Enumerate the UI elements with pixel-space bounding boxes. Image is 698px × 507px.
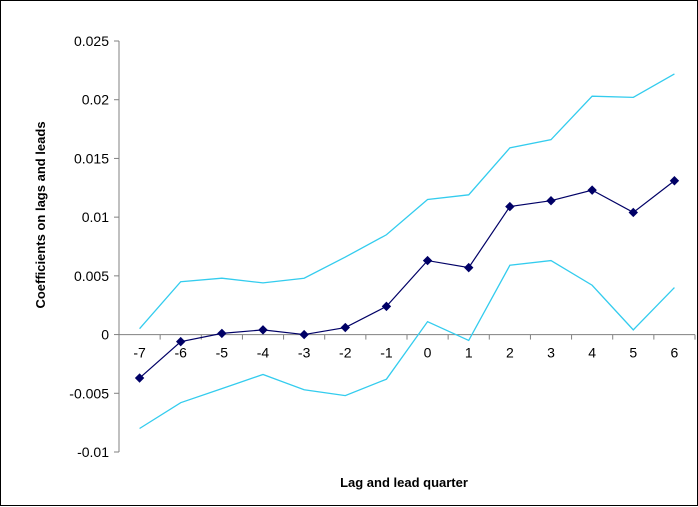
data-point [628, 207, 638, 218]
y-tick-label: 0.015 [74, 150, 109, 166]
x-tick-label: 1 [465, 345, 473, 361]
x-tick-label: -4 [257, 345, 270, 361]
x-axis-title: Lag and lead quarter [340, 475, 468, 490]
data-point [505, 201, 515, 212]
data-point [587, 185, 597, 195]
data-point [464, 262, 474, 273]
x-tick-label: -5 [216, 345, 229, 361]
x-tick-label: -1 [380, 345, 393, 361]
series-group [134, 73, 680, 430]
y-tick-label: 0.025 [74, 33, 109, 49]
data-point [134, 373, 145, 383]
y-tick-label: 0 [101, 327, 109, 343]
data-point [217, 328, 227, 339]
x-tick-label: -3 [298, 345, 311, 361]
y-tick-label: 0.01 [82, 209, 109, 225]
x-tick-label: 6 [671, 345, 679, 361]
series-line-2 [139, 259, 675, 430]
x-tick-label: -7 [133, 345, 146, 361]
y-axis-title: Coefficients on lags and leads [33, 121, 48, 308]
y-tick-label: 0.02 [82, 92, 109, 108]
data-point [258, 325, 268, 335]
y-axis: 0.025 0.02 0.015 0.01 0.005 0 -0.005 -0.01 [69, 33, 120, 460]
data-point [669, 176, 680, 186]
y-tick-label: -0.005 [69, 385, 109, 401]
x-tick-label: 3 [547, 345, 555, 361]
data-point [176, 336, 186, 347]
series-line-1 [139, 73, 675, 330]
series-line-0 [139, 180, 675, 379]
x-tick-label: -2 [339, 345, 352, 361]
data-point [546, 195, 556, 206]
x-tick-label: 0 [424, 345, 432, 361]
x-axis: -7 -6 -5 -4 -3 -2 -1 0 1 2 3 4 5 6 [118, 334, 696, 361]
x-tick-label: 2 [506, 345, 514, 361]
y-tick-label: -0.01 [77, 444, 109, 460]
data-point [340, 322, 350, 333]
x-tick-label: 5 [629, 345, 637, 361]
data-point [422, 255, 433, 266]
y-tick-label: 0.005 [74, 268, 109, 284]
x-tick-label: -6 [174, 345, 187, 361]
x-tick-label: 4 [588, 345, 596, 361]
data-point [381, 301, 392, 312]
data-point [299, 329, 309, 340]
